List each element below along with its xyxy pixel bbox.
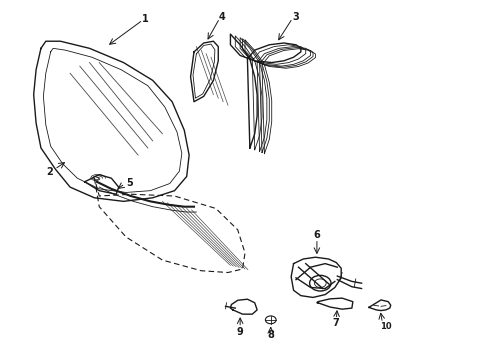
Text: 1: 1 (142, 14, 149, 24)
Text: 3: 3 (293, 12, 299, 22)
Text: 5: 5 (126, 178, 133, 188)
Text: 2: 2 (47, 167, 53, 177)
Text: 10: 10 (380, 323, 392, 332)
Text: 6: 6 (314, 230, 320, 240)
Text: 9: 9 (237, 327, 244, 337)
Text: 4: 4 (219, 12, 225, 22)
Text: 7: 7 (332, 318, 339, 328)
Text: 8: 8 (268, 330, 274, 341)
